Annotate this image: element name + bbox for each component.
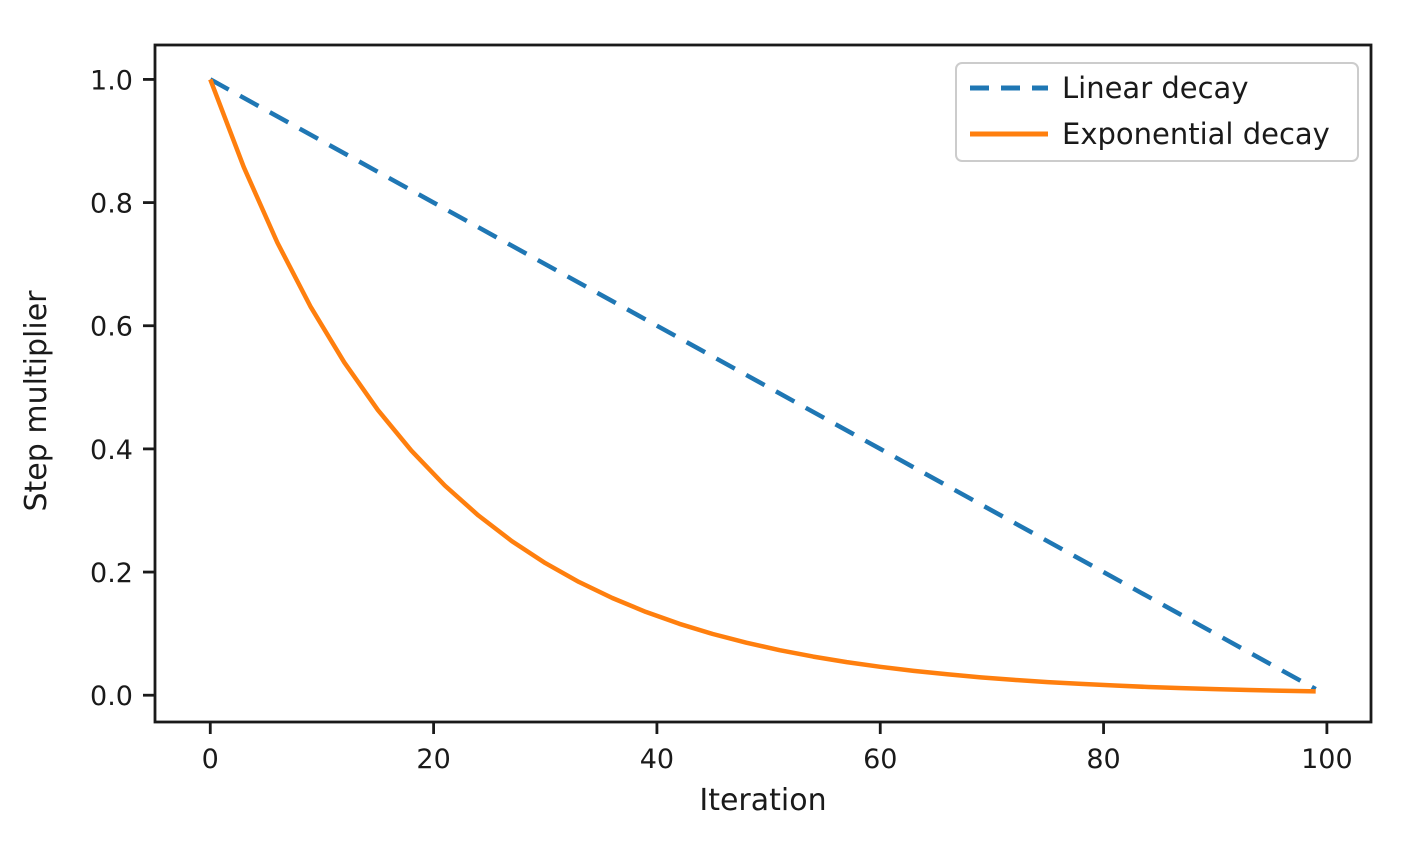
x-tick-label: 80 xyxy=(1086,744,1120,775)
y-tick-label: 1.0 xyxy=(90,65,133,96)
series-exponential-decay xyxy=(208,78,1316,694)
y-axis: 0.0 0.2 0.4 0.6 0.8 1.0 xyxy=(90,65,155,712)
y-tick-label: 0.4 xyxy=(90,435,133,466)
legend-label-linear-decay: Linear decay xyxy=(1062,71,1248,105)
y-tick-label: 0.6 xyxy=(90,312,133,343)
x-tick-label: 0 xyxy=(202,744,219,775)
y-axis-label: Step multiplier xyxy=(19,290,54,512)
legend-box xyxy=(955,62,1359,162)
plot-area xyxy=(153,43,1373,724)
x-axis: 0 20 40 60 80 100 xyxy=(202,722,1353,775)
x-tick-label: 40 xyxy=(640,744,674,775)
y-tick-label: 0.2 xyxy=(90,558,133,589)
y-tick-label: 0.8 xyxy=(90,189,133,220)
x-tick-label: 60 xyxy=(863,744,897,775)
y-tick-label: 0.0 xyxy=(90,681,133,712)
x-axis-label: Iteration xyxy=(699,783,826,818)
x-tick-label: 100 xyxy=(1301,744,1353,775)
legend: Linear decay Exponential decay xyxy=(955,62,1359,162)
series-linear-decay xyxy=(209,77,1317,692)
x-tick-label: 20 xyxy=(416,744,450,775)
legend-label-exponential-decay: Exponential decay xyxy=(1062,117,1330,151)
series-group xyxy=(208,77,1317,694)
